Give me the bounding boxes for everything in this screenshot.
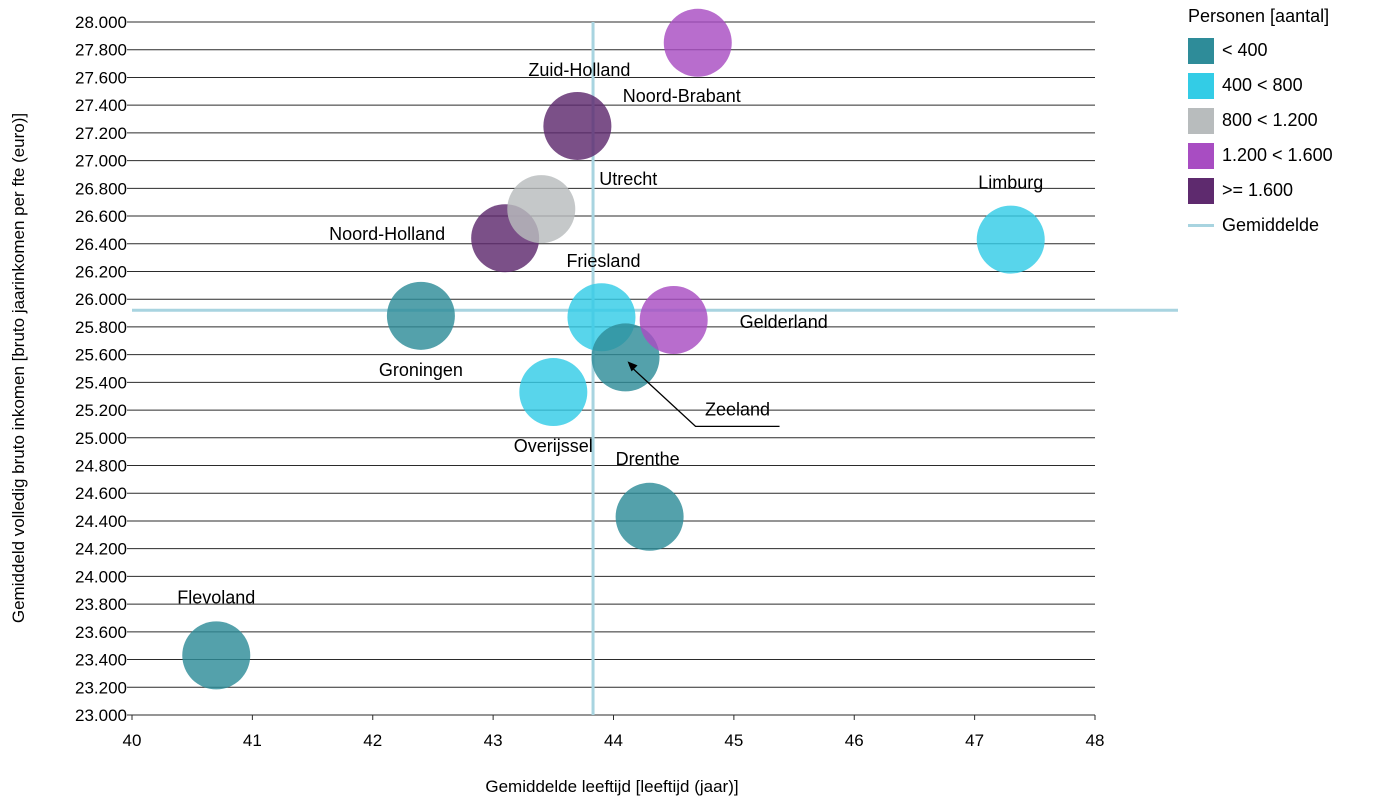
bubble-utrecht [507,175,576,244]
legend-item: 800 < 1.200 [1188,103,1333,138]
callout-arrowhead [627,361,638,372]
bubble-flevoland [182,621,251,690]
label-friesland: Friesland [566,251,640,271]
legend-swatch [1188,142,1214,169]
label-zuid-holland: Zuid-Holland [528,60,630,80]
x-axis-title: Gemiddelde leeftijd [leeftijd (jaar)] [485,777,738,796]
legend-swatch [1188,107,1214,134]
y-tick-label: 25.000 [75,429,127,448]
x-tick-label: 47 [965,731,984,750]
x-axis-ticks: 40 41 42 43 44 45 46 47 48 [123,715,1105,750]
label-zeeland: Zeeland [705,399,770,419]
y-axis-ticks: 23.000 23.200 23.400 23.600 23.800 24.000 24.2… [75,13,127,725]
bubble-noord-brabant [663,8,732,77]
y-tick-label: 27.200 [75,124,127,143]
y-tick-label: 26.400 [75,235,127,254]
legend-item: >= 1.600 [1188,173,1333,208]
legend-swatch [1188,224,1214,227]
label-noord-brabant: Noord-Brabant [623,86,741,106]
bubble-labels: Flevoland Groningen Noord-Holland Utrecht Ov… [177,60,1043,607]
y-tick-label: 27.400 [75,96,127,115]
x-tick-label: 43 [484,731,503,750]
y-tick-label: 25.600 [75,346,127,365]
legend-swatch [1188,37,1214,64]
x-tick-label: 44 [604,731,623,750]
y-tick-label: 26.000 [75,290,127,309]
y-tick-label: 25.400 [75,373,127,392]
label-gelderland: Gelderland [740,312,828,332]
y-tick-label: 24.200 [75,540,127,559]
label-groningen: Groningen [379,360,463,380]
legend-items: < 400 400 < 800 800 < 1.200 1.200 < 1.600 >=… [1188,33,1333,243]
legend: Personen [aantal] < 400 400 < 800 800 < 1.… [1188,6,1333,243]
x-tick-label: 42 [363,731,382,750]
legend-label: < 400 [1222,40,1268,60]
legend-item: < 400 [1188,33,1333,68]
y-tick-label: 24.800 [75,457,127,476]
bubble-limburg [976,205,1045,274]
y-tick-label: 28.000 [75,13,127,32]
y-tick-label: 26.800 [75,179,127,198]
y-tick-label: 25.200 [75,401,127,420]
y-tick-label: 23.800 [75,595,127,614]
legend-title: Personen [aantal] [1188,6,1330,26]
bubble-gelderland [639,285,708,354]
label-utrecht: Utrecht [599,169,657,189]
legend-item: 400 < 800 [1188,68,1333,103]
bubble-zeeland [591,323,660,392]
legend-swatch [1188,177,1214,204]
y-tick-label: 24.400 [75,512,127,531]
y-tick-label: 23.600 [75,623,127,642]
bubble-drenthe [615,482,684,551]
legend-item: Gemiddelde [1188,208,1333,243]
legend-label: 400 < 800 [1222,75,1303,95]
legend-label: Gemiddelde [1222,215,1320,235]
y-tick-label: 26.200 [75,262,127,281]
y-tick-label: 25.800 [75,318,127,337]
y-tick-label: 24.000 [75,567,127,586]
x-tick-label: 48 [1086,731,1105,750]
legend-item: 1.200 < 1.600 [1188,138,1333,173]
y-tick-label: 27.600 [75,68,127,87]
x-tick-label: 40 [123,731,142,750]
bubble-zuid-holland [543,91,612,160]
label-overijssel: Overijssel [514,436,593,456]
bubble-groningen [386,281,455,350]
legend-label: 1.200 < 1.600 [1222,145,1333,165]
x-tick-label: 46 [845,731,864,750]
bubble-overijssel [519,358,588,427]
bubbles [182,8,1045,690]
legend-label: 800 < 1.200 [1222,110,1318,130]
callout-line [629,364,780,428]
legend-label: >= 1.600 [1222,180,1294,200]
y-tick-label: 27.800 [75,41,127,60]
y-tick-label: 24.600 [75,484,127,503]
y-tick-label: 26.600 [75,207,127,226]
y-tick-label: 23.200 [75,678,127,697]
label-drenthe: Drenthe [616,449,680,469]
label-flevoland: Flevoland [177,587,255,607]
x-tick-label: 41 [243,731,262,750]
y-tick-label: 27.000 [75,152,127,171]
y-axis-title: Gemiddeld volledig bruto inkomen [bruto … [9,113,28,623]
legend-swatch [1188,72,1214,99]
y-tick-label: 23.400 [75,651,127,670]
y-tick-label: 23.000 [75,706,127,725]
x-tick-label: 45 [724,731,743,750]
label-limburg: Limburg [978,173,1043,193]
label-noord-holland: Noord-Holland [329,224,445,244]
